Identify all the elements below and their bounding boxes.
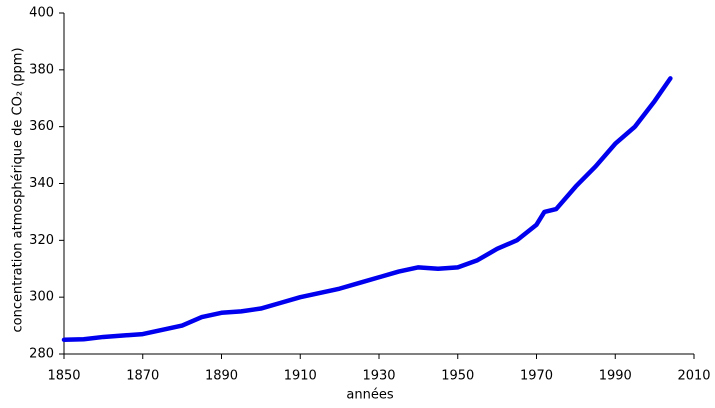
y-tick-label: 380 bbox=[29, 62, 54, 77]
x-tick-label: 1970 bbox=[520, 369, 553, 384]
y-tick-label: 280 bbox=[29, 347, 54, 362]
x-tick-label: 1950 bbox=[441, 369, 474, 384]
y-tick-label: 360 bbox=[29, 119, 54, 134]
x-tick-label: 1890 bbox=[205, 369, 238, 384]
y-tick-label: 340 bbox=[29, 176, 54, 191]
y-tick-label: 320 bbox=[29, 233, 54, 248]
y-axis-label: concentration atmosphérique de CO₂ (ppm) bbox=[11, 47, 26, 332]
x-tick-label: 1990 bbox=[599, 369, 632, 384]
y-tick-label: 400 bbox=[29, 6, 54, 21]
x-tick-label: 1870 bbox=[126, 369, 159, 384]
x-tick-label: 1910 bbox=[284, 369, 317, 384]
x-axis-label: années bbox=[346, 388, 393, 403]
x-tick-label: 1850 bbox=[47, 369, 80, 384]
data-line bbox=[61, 76, 673, 343]
x-tick-label: 1930 bbox=[362, 369, 395, 384]
y-tick-label: 300 bbox=[29, 290, 54, 305]
x-tick-label: 2010 bbox=[677, 369, 710, 384]
